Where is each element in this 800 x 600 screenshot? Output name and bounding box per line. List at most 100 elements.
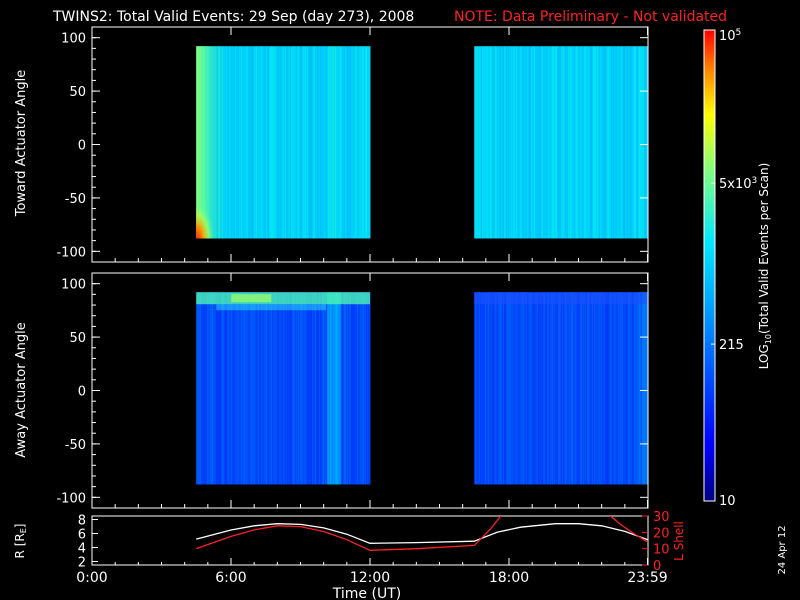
heatmap-stripe	[368, 46, 370, 239]
heatmap-stripe	[551, 46, 553, 239]
toward-ylabel: Toward Actuator Angle	[14, 70, 29, 217]
heatmap-stripe	[646, 46, 648, 239]
heatmap-stripe	[539, 46, 541, 239]
heatmap-stripe	[239, 292, 241, 485]
heatmap-stripe	[292, 292, 294, 485]
heatmap-stripe	[630, 292, 632, 485]
ytick-label: -50	[65, 192, 86, 207]
series-line-l-shell	[196, 516, 502, 551]
heatmap-stripe	[336, 46, 338, 239]
heatmap-stripe	[529, 292, 531, 485]
heatmap-stripe	[353, 46, 355, 239]
heatmap-stripe	[287, 46, 289, 239]
heatmap-stripe	[530, 292, 532, 485]
heatmap-stripe	[320, 292, 322, 485]
heatmap-stripe	[632, 292, 634, 485]
heatmap-stripe	[275, 46, 277, 239]
heatmap-stripe	[335, 46, 337, 239]
heatmap-stripe	[259, 46, 261, 239]
heatmap-stripe	[615, 46, 617, 239]
heatmap-stripe	[363, 292, 365, 485]
heatmap-stripe	[292, 46, 294, 239]
heatmap-stripe	[277, 46, 279, 239]
heatmap-stripe	[275, 292, 277, 485]
heatmap-stripe	[222, 292, 224, 485]
heatmap-stripe	[344, 292, 346, 485]
heatmap-stripe	[207, 292, 209, 485]
date-stamp: 24 Apr 12	[777, 525, 788, 574]
heatmap-stripe	[534, 46, 536, 239]
heatmap-stripe	[625, 292, 627, 485]
heatmap-stripe	[352, 46, 354, 239]
heatmap-stripe	[623, 46, 625, 239]
heatmap-stripe	[366, 46, 368, 239]
heatmap-stripe	[567, 292, 569, 485]
ytick-label: -100	[56, 245, 86, 260]
heatmap-stripe	[339, 292, 341, 485]
heatmap-stripe	[494, 292, 496, 485]
series-line-lshell-segment-2	[609, 516, 648, 543]
heatmap-stripe	[315, 292, 317, 485]
colorbar-tick-label: 105	[719, 28, 741, 44]
heatmap-stripe	[556, 46, 558, 239]
heatmap-stripe	[328, 292, 330, 485]
heatmap-stripe	[492, 46, 494, 239]
heatmap-stripe	[356, 46, 358, 239]
heatmap-stripe	[572, 292, 574, 485]
heatmap-stripe	[484, 46, 486, 239]
heatmap-stripe	[274, 46, 276, 239]
heatmap-stripe	[553, 292, 555, 485]
heatmap-stripe	[286, 292, 288, 485]
heatmap-stripe	[500, 292, 502, 485]
heatmap-stripe	[362, 292, 364, 485]
heatmap-stripe	[583, 292, 585, 485]
heatmap-stripe	[324, 46, 326, 239]
heatmap-stripe	[645, 292, 647, 485]
heatmap-stripe	[606, 46, 608, 239]
heatmap-stripe	[501, 46, 503, 239]
heatmap-stripe	[369, 292, 371, 485]
heatmap-stripe	[475, 292, 477, 485]
heatmap-stripe	[533, 46, 535, 239]
heatmap-stripe	[347, 292, 349, 485]
heatmap-stripe	[605, 46, 607, 239]
heatmap-stripe	[226, 292, 228, 485]
heatmap-stripe	[548, 46, 550, 239]
heatmap-stripe	[256, 292, 258, 485]
heatmap-stripe	[549, 46, 551, 239]
heatmap-stripe	[611, 46, 613, 239]
heatmap-stripe	[309, 292, 311, 485]
heatmap-stripe	[523, 292, 525, 485]
heatmap-stripe	[365, 292, 367, 485]
heatmap-stripe	[514, 292, 516, 485]
data-block-1	[196, 46, 371, 239]
heatmap-stripe	[646, 292, 648, 485]
heatmap-stripe	[601, 46, 603, 239]
heatmap-stripe	[271, 292, 273, 485]
heatmap-stripe	[579, 46, 581, 239]
heatmap-stripe	[330, 292, 332, 485]
heatmap-stripe	[575, 292, 577, 485]
heatmap-stripe	[232, 46, 234, 239]
ytick-label: 50	[69, 331, 86, 346]
heatmap-stripe	[506, 46, 508, 239]
heatmap-stripe	[533, 292, 535, 485]
heatmap-stripe	[317, 292, 319, 485]
heatmap-stripe	[492, 292, 494, 485]
heatmap-stripe	[337, 46, 339, 239]
heatmap-stripe	[213, 292, 215, 485]
heatmap-stripe	[357, 292, 359, 485]
heatmap-stripe	[210, 292, 212, 485]
heatmap-stripe	[327, 46, 329, 239]
heatmap-stripe	[610, 46, 612, 239]
heatmap-stripe	[300, 292, 302, 485]
heatmap-stripe	[312, 46, 314, 239]
heatmap-stripe	[310, 292, 312, 485]
heatmap-stripe	[217, 292, 219, 485]
heatmap-stripe	[215, 292, 217, 485]
heatmap-stripe	[560, 292, 562, 485]
heatmap-stripe	[365, 46, 367, 239]
heatmap-stripe	[515, 46, 517, 239]
heatmap-stripe	[574, 292, 576, 485]
heatmap-stripe	[228, 46, 230, 239]
